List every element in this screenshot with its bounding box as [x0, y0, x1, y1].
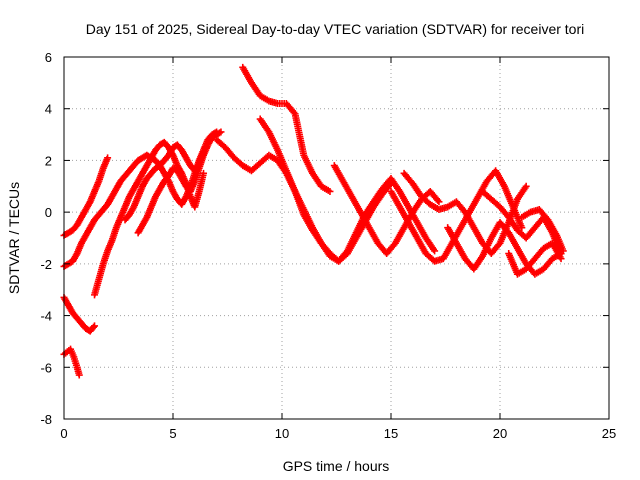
- x-tick-label: 5: [169, 426, 176, 441]
- y-tick-label: 2: [45, 153, 52, 168]
- data-point: [91, 322, 99, 330]
- data-point: [75, 371, 83, 379]
- y-tick-label: -8: [40, 412, 52, 427]
- data-point: [434, 196, 442, 204]
- x-tick-label: 25: [602, 426, 616, 441]
- x-tick-label: 10: [275, 426, 289, 441]
- data-point: [557, 255, 565, 263]
- x-tick-label: 0: [60, 426, 67, 441]
- series-track-1: [60, 154, 112, 239]
- data-point: [89, 323, 97, 331]
- data-point: [200, 169, 208, 177]
- data-point: [559, 247, 567, 255]
- x-tick-label: 15: [384, 426, 398, 441]
- y-tick-label: 0: [45, 205, 52, 220]
- data-point: [326, 187, 334, 195]
- y-tick-label: -4: [40, 309, 52, 324]
- chart-title: Day 151 of 2025, Sidereal Day-to-day VTE…: [86, 21, 585, 37]
- data-point: [522, 182, 530, 190]
- y-tick-label: 4: [45, 102, 52, 117]
- data-point: [387, 180, 395, 188]
- series-track-9: [239, 63, 334, 195]
- data-point: [518, 224, 526, 232]
- series-track-3: [60, 293, 99, 335]
- data-point: [104, 154, 112, 162]
- data-point: [216, 129, 224, 137]
- data-point: [386, 181, 394, 189]
- series-track-11: [330, 162, 443, 258]
- y-tick-label: 6: [45, 50, 52, 65]
- data-point: [290, 108, 298, 116]
- series-track-7: [134, 128, 225, 237]
- y-tick-label: -6: [40, 360, 52, 375]
- data-point: [435, 198, 443, 206]
- series-track-16: [505, 239, 565, 278]
- series-track-17: [518, 206, 567, 255]
- series-track-4: [60, 345, 83, 379]
- series-track-12: [387, 167, 526, 265]
- axis-ticks: 0 5 10 15 20 25 -8 -6 -4 -2 0 2 4 6: [40, 50, 616, 441]
- data-point: [431, 247, 439, 255]
- x-axis-label: GPS time / hours: [283, 458, 390, 474]
- plot-frame: [63, 56, 610, 420]
- series-track-10: [256, 115, 395, 265]
- data-marks: [60, 63, 567, 379]
- x-tick-label: 20: [493, 426, 507, 441]
- data-point: [217, 128, 225, 136]
- y-axis-label: SDTVAR / TECUs: [6, 182, 22, 294]
- y-tick-label: -2: [40, 257, 52, 272]
